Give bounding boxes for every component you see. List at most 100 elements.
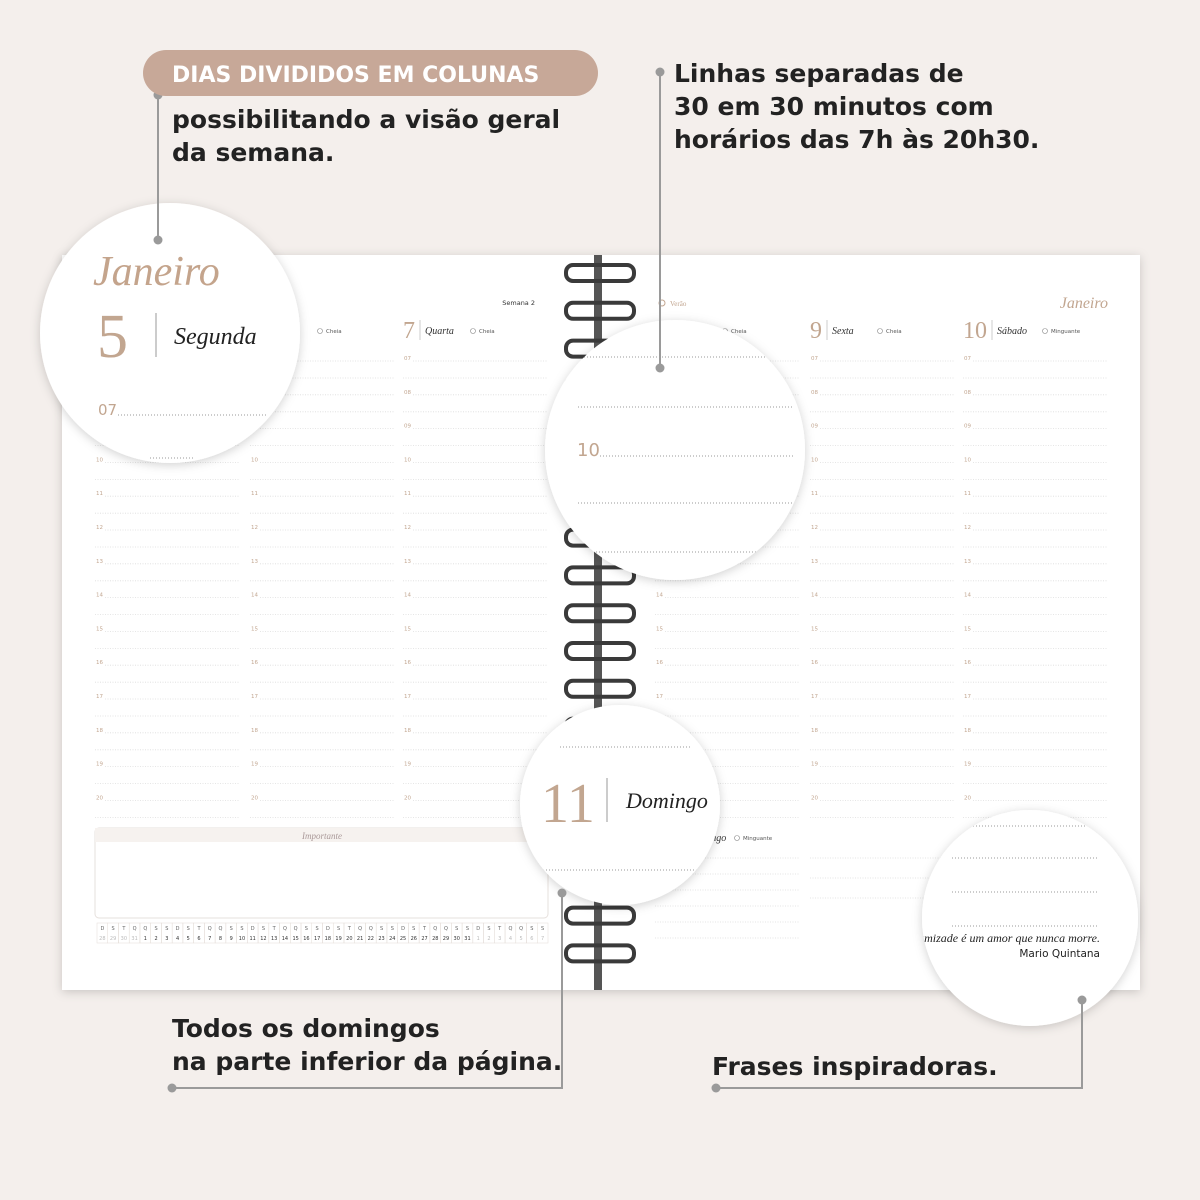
calendar-letter: S <box>530 926 533 932</box>
hour-label: 20 <box>964 795 971 801</box>
hour-label: 11 <box>251 491 258 497</box>
notes-header <box>95 828 548 842</box>
calendar-day: 20 <box>346 936 352 942</box>
zoom-circle <box>520 705 720 905</box>
calendar-letter: D <box>326 926 330 932</box>
calendar-letter: S <box>154 926 157 932</box>
spiral-ring <box>564 678 636 699</box>
hour-label: 10 <box>96 457 103 463</box>
calendar-day: 5 <box>520 936 523 942</box>
day-name: Sexta <box>832 326 854 337</box>
calendar-day: 6 <box>197 936 200 942</box>
calendar-day: 23 <box>378 936 384 942</box>
calendar-letter: S <box>112 926 115 932</box>
hour-label: 15 <box>656 626 663 632</box>
hour-label: 12 <box>811 525 818 531</box>
week-label: Semana 2 <box>502 299 535 307</box>
calendar-day: 31 <box>464 936 470 942</box>
hour-label: 08 <box>811 390 818 396</box>
hour-label: 08 <box>404 390 411 396</box>
moon-icon <box>877 328 883 334</box>
hour-label: 19 <box>96 762 103 768</box>
moon-phase: Cheia <box>326 329 342 335</box>
calendar-day: 21 <box>357 936 363 942</box>
calendar-day: 12 <box>260 936 266 942</box>
calendar-day: 17 <box>314 936 320 942</box>
hour-label: 17 <box>251 694 258 700</box>
hour-label: 13 <box>811 559 818 565</box>
hour-label: 20 <box>96 795 103 801</box>
hour-label: 11 <box>964 491 971 497</box>
hour-label: 09 <box>964 424 971 430</box>
hour-label: 18 <box>251 728 258 734</box>
moon-phase: Cheia <box>731 329 747 335</box>
hour-label: 15 <box>96 626 103 632</box>
moon-phase: Minguante <box>743 836 773 842</box>
calendar-letter: Q <box>433 926 437 932</box>
callout-text: 30 em 30 minutos com <box>674 92 994 121</box>
zoom-quote: A amizade é um amor que nunca morre. <box>907 931 1100 945</box>
spiral-ring <box>564 565 636 586</box>
calendar-letter: Q <box>143 926 147 932</box>
calendar-day: 4 <box>176 936 179 942</box>
hour-label: 07 <box>404 356 411 362</box>
calendar-letter: S <box>230 926 233 932</box>
calendar-letter: S <box>455 926 458 932</box>
calendar-day: 18 <box>325 936 331 942</box>
zoom-day-name: Segunda <box>174 324 257 350</box>
calendar-day: 3 <box>498 936 501 942</box>
hour-label: 15 <box>251 626 258 632</box>
calendar-letter: Q <box>358 926 362 932</box>
zoom-content: 10 <box>577 356 795 553</box>
calendar-day: 16 <box>303 936 309 942</box>
calendar-day: 28 <box>432 936 438 942</box>
hour-label: 10 <box>811 457 818 463</box>
zoom-content: A amizade é um amor que nunca morre. Mari… <box>907 825 1100 960</box>
moon-icon <box>470 328 476 334</box>
calendar-day: 29 <box>110 936 116 942</box>
hour-label: 17 <box>964 694 971 700</box>
zoom-day-number: 5 <box>97 303 128 371</box>
day-number: 10 <box>963 318 987 344</box>
connector-dot <box>153 235 163 245</box>
moon-icon <box>1042 328 1048 334</box>
spiral-ring <box>564 300 636 321</box>
zoom-content: 11 Domingo <box>541 746 710 871</box>
moon-phase: Minguante <box>1051 329 1081 335</box>
hour-label: 19 <box>251 762 258 768</box>
calendar-letter: S <box>391 926 394 932</box>
calendar-letter: S <box>466 926 469 932</box>
notes-title: Importante <box>301 831 342 841</box>
hour-label: 10 <box>404 457 411 463</box>
day-number: 7 <box>403 318 415 344</box>
hour-label: 19 <box>404 762 411 768</box>
hour-label: 20 <box>811 795 818 801</box>
season-label: Verão <box>670 300 687 308</box>
calendar-day: 27 <box>421 936 427 942</box>
calendar-letter: S <box>187 926 190 932</box>
connector-dot <box>557 888 567 898</box>
calendar-letter: S <box>380 926 383 932</box>
calendar-letter: Q <box>444 926 448 932</box>
hour-label: 11 <box>96 491 103 497</box>
callout-text: Todos os domingos <box>172 1014 440 1043</box>
zoom-day-number: 11 <box>541 773 595 835</box>
hour-label: 08 <box>964 390 971 396</box>
calendar-letter: D <box>401 926 405 932</box>
hour-label: 18 <box>964 728 971 734</box>
spiral-ring <box>564 905 636 926</box>
hour-label: 19 <box>811 762 818 768</box>
calendar-day: 14 <box>282 936 288 942</box>
hour-label: 14 <box>404 593 411 599</box>
calendar-letter: S <box>337 926 340 932</box>
hour-label: 12 <box>404 525 411 531</box>
hour-label: 09 <box>811 424 818 430</box>
calendar-letter: S <box>165 926 168 932</box>
connector-dot <box>655 67 665 77</box>
calendar-letter: T <box>196 926 201 932</box>
moon-icon <box>317 328 323 334</box>
zoom-hour: 07 <box>98 401 117 419</box>
calendar-letter: D <box>176 926 180 932</box>
calendar-letter: Q <box>294 926 298 932</box>
